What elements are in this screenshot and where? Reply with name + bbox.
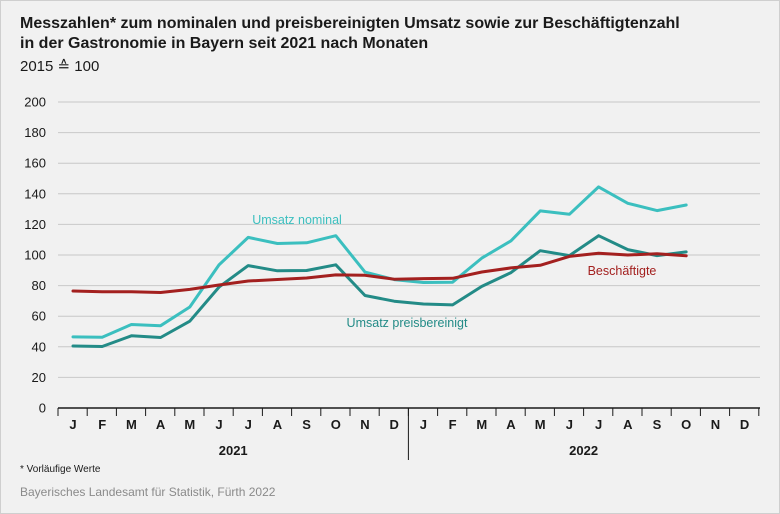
x-tick-label: F (449, 417, 457, 432)
x-tick-label: J (69, 417, 76, 432)
x-tick-label: A (506, 417, 516, 432)
chart-title-line-1: Messzahlen* zum nominalen und preisberei… (20, 15, 680, 32)
series-line-0 (71, 185, 688, 339)
x-tick-label: J (595, 417, 602, 432)
y-tick-label: 20 (32, 370, 46, 385)
y-tick-label: 100 (24, 248, 46, 263)
x-tick-label: O (331, 417, 341, 432)
y-tick-label: 180 (24, 125, 46, 140)
x-tick-label: D (740, 417, 749, 432)
x-tick-label: A (273, 417, 283, 432)
series-line-1 (71, 234, 688, 348)
x-tick-label: D (390, 417, 399, 432)
chart-title-line-2: in der Gastronomie in Bayern seit 2021 n… (20, 35, 429, 52)
y-tick-label: 160 (24, 156, 46, 171)
series-line-2 (71, 251, 688, 294)
series-annotation: Umsatz preisbereinigt (347, 316, 468, 330)
x-tick-label: A (156, 417, 166, 432)
y-tick-label: 200 (24, 95, 46, 110)
x-tick-label: S (302, 417, 311, 432)
x-tick-label: J (245, 417, 252, 432)
x-tick-label: S (653, 417, 662, 432)
x-tick-label: F (98, 417, 106, 432)
y-tick-label: 40 (32, 339, 46, 354)
y-tick-label: 80 (32, 278, 46, 293)
year-label: 2022 (569, 443, 598, 458)
x-tick-label: J (215, 417, 222, 432)
x-tick-label: A (623, 417, 633, 432)
x-tick-label: O (681, 417, 691, 432)
x-tick-label: M (476, 417, 487, 432)
year-label: 2021 (219, 443, 248, 458)
x-tick-label: N (711, 417, 720, 432)
y-tick-label: 140 (24, 186, 46, 201)
chart-subtitle: 2015 ≙ 100 (20, 58, 100, 75)
y-tick-label: 60 (32, 309, 46, 324)
x-tick-label: M (126, 417, 137, 432)
y-tick-label: 0 (39, 401, 46, 416)
chart-title: Messzahlen* zum nominalen und preisberei… (20, 14, 760, 54)
source-note: Bayerisches Landesamt für Statistik, Für… (20, 485, 276, 499)
x-tick-label: M (184, 417, 195, 432)
x-tick-label: J (420, 417, 427, 432)
x-tick-label: J (566, 417, 573, 432)
series-annotation: Umsatz nominal (252, 213, 342, 227)
x-tick-label: N (360, 417, 369, 432)
footnote: * Vorläufige Werte (20, 464, 101, 475)
series-annotation: Beschäftigte (588, 264, 657, 278)
y-tick-label: 120 (24, 217, 46, 232)
x-tick-label: M (535, 417, 546, 432)
